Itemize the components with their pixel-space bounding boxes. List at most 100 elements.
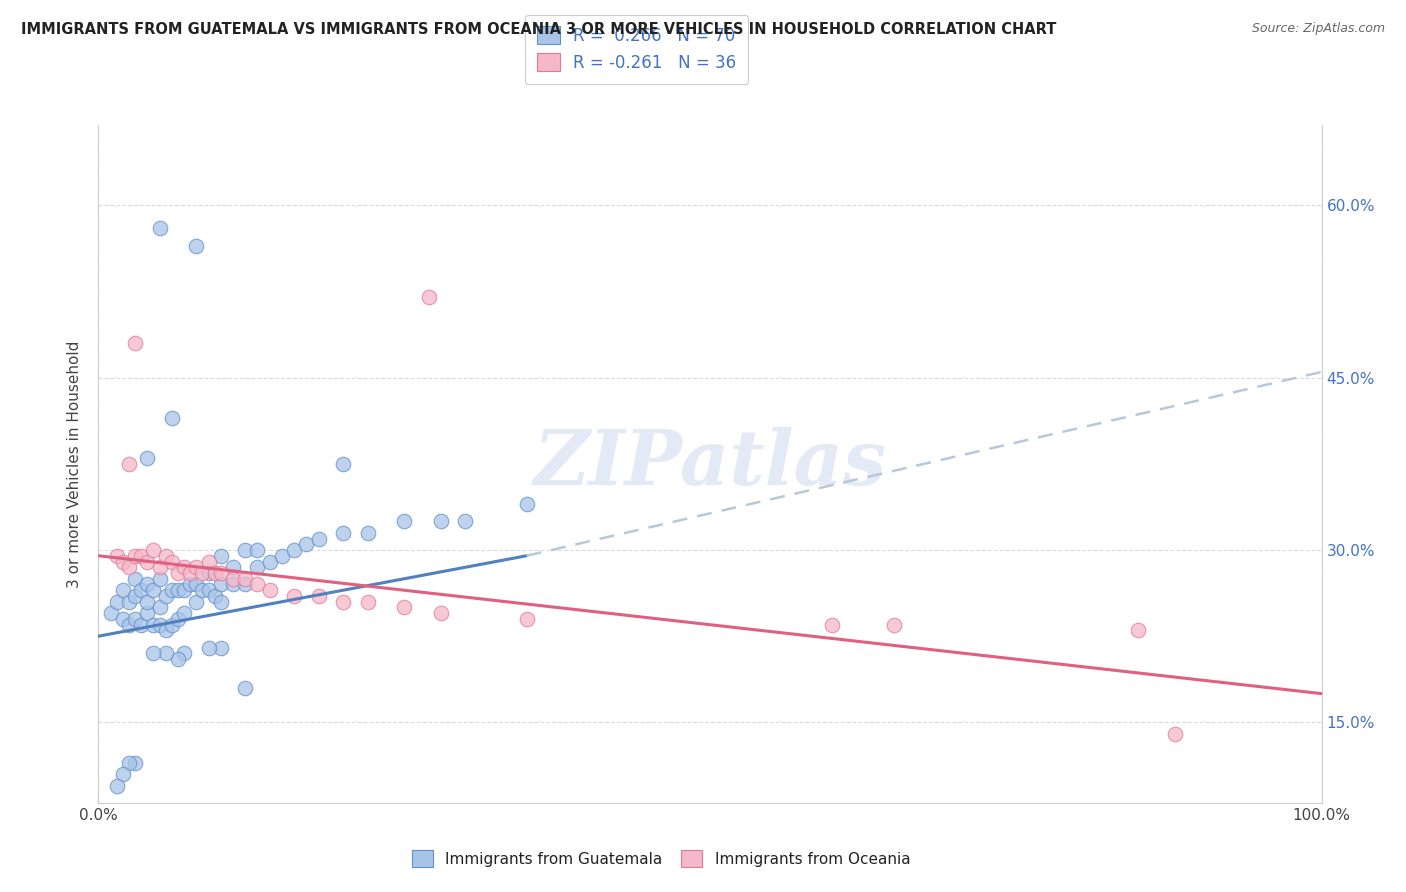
Point <box>173 560 195 574</box>
Point <box>149 600 172 615</box>
Legend: Immigrants from Guatemala, Immigrants from Oceania: Immigrants from Guatemala, Immigrants fr… <box>406 844 917 873</box>
Point <box>186 560 208 574</box>
Text: Source: ZipAtlas.com: Source: ZipAtlas.com <box>1251 22 1385 36</box>
Point <box>136 554 159 568</box>
Point <box>186 595 208 609</box>
Point <box>246 543 269 558</box>
Point <box>105 549 128 563</box>
Point <box>155 549 177 563</box>
Point <box>197 566 219 580</box>
Point <box>179 577 201 591</box>
Point <box>233 577 256 591</box>
Point <box>124 572 146 586</box>
Point <box>129 617 152 632</box>
Point <box>118 457 141 471</box>
Point <box>204 566 226 580</box>
Point <box>356 525 378 540</box>
Point <box>392 514 416 528</box>
Point <box>332 595 354 609</box>
Point <box>209 640 232 655</box>
Point <box>136 451 159 466</box>
Point <box>283 589 305 603</box>
Point <box>129 549 152 563</box>
Point <box>197 554 219 568</box>
Point <box>392 600 416 615</box>
Point <box>454 514 477 528</box>
Point <box>118 595 141 609</box>
Point <box>197 640 219 655</box>
Point <box>149 617 172 632</box>
Point <box>136 577 159 591</box>
Point <box>124 612 146 626</box>
Point <box>111 767 134 781</box>
Point <box>332 457 354 471</box>
Point <box>418 290 440 304</box>
Point <box>179 566 201 580</box>
Point <box>308 532 330 546</box>
Point <box>142 583 165 598</box>
Point <box>167 652 190 666</box>
Point <box>173 583 195 598</box>
Point <box>111 554 134 568</box>
Point <box>270 549 294 563</box>
Point <box>186 238 208 252</box>
Point <box>515 497 537 511</box>
Point <box>173 606 195 620</box>
Point <box>1128 624 1150 638</box>
Point <box>332 525 354 540</box>
Point <box>222 577 245 591</box>
Point <box>233 543 256 558</box>
Point <box>204 589 226 603</box>
Point <box>155 589 177 603</box>
Point <box>167 566 190 580</box>
Point <box>283 543 305 558</box>
Point <box>111 612 134 626</box>
Point <box>233 681 256 695</box>
Point <box>259 554 281 568</box>
Point <box>883 617 905 632</box>
Point <box>136 595 159 609</box>
Point <box>233 572 256 586</box>
Point <box>155 624 177 638</box>
Point <box>821 617 844 632</box>
Point <box>167 612 190 626</box>
Point <box>149 560 172 574</box>
Point <box>160 583 183 598</box>
Point <box>186 577 208 591</box>
Point <box>136 606 159 620</box>
Point <box>209 566 232 580</box>
Point <box>191 583 214 598</box>
Point <box>149 572 172 586</box>
Point <box>129 583 152 598</box>
Text: ZIPatlas: ZIPatlas <box>533 427 887 500</box>
Point <box>295 537 318 551</box>
Point <box>118 560 141 574</box>
Y-axis label: 3 or more Vehicles in Household: 3 or more Vehicles in Household <box>67 340 83 588</box>
Point <box>160 554 183 568</box>
Point <box>142 617 165 632</box>
Point <box>100 606 122 620</box>
Point <box>1164 727 1187 741</box>
Point <box>124 336 146 351</box>
Point <box>197 583 219 598</box>
Point <box>515 612 537 626</box>
Point <box>118 756 141 770</box>
Point <box>259 583 281 598</box>
Point <box>191 566 214 580</box>
Point <box>356 595 378 609</box>
Point <box>160 617 183 632</box>
Point <box>124 756 146 770</box>
Point <box>308 589 330 603</box>
Point <box>246 577 269 591</box>
Point <box>167 583 190 598</box>
Point <box>222 560 245 574</box>
Point <box>209 549 232 563</box>
Point <box>111 583 134 598</box>
Point <box>149 221 172 235</box>
Point <box>118 617 141 632</box>
Point <box>124 549 146 563</box>
Point <box>160 410 183 425</box>
Point <box>209 577 232 591</box>
Point <box>209 595 232 609</box>
Point <box>105 779 128 793</box>
